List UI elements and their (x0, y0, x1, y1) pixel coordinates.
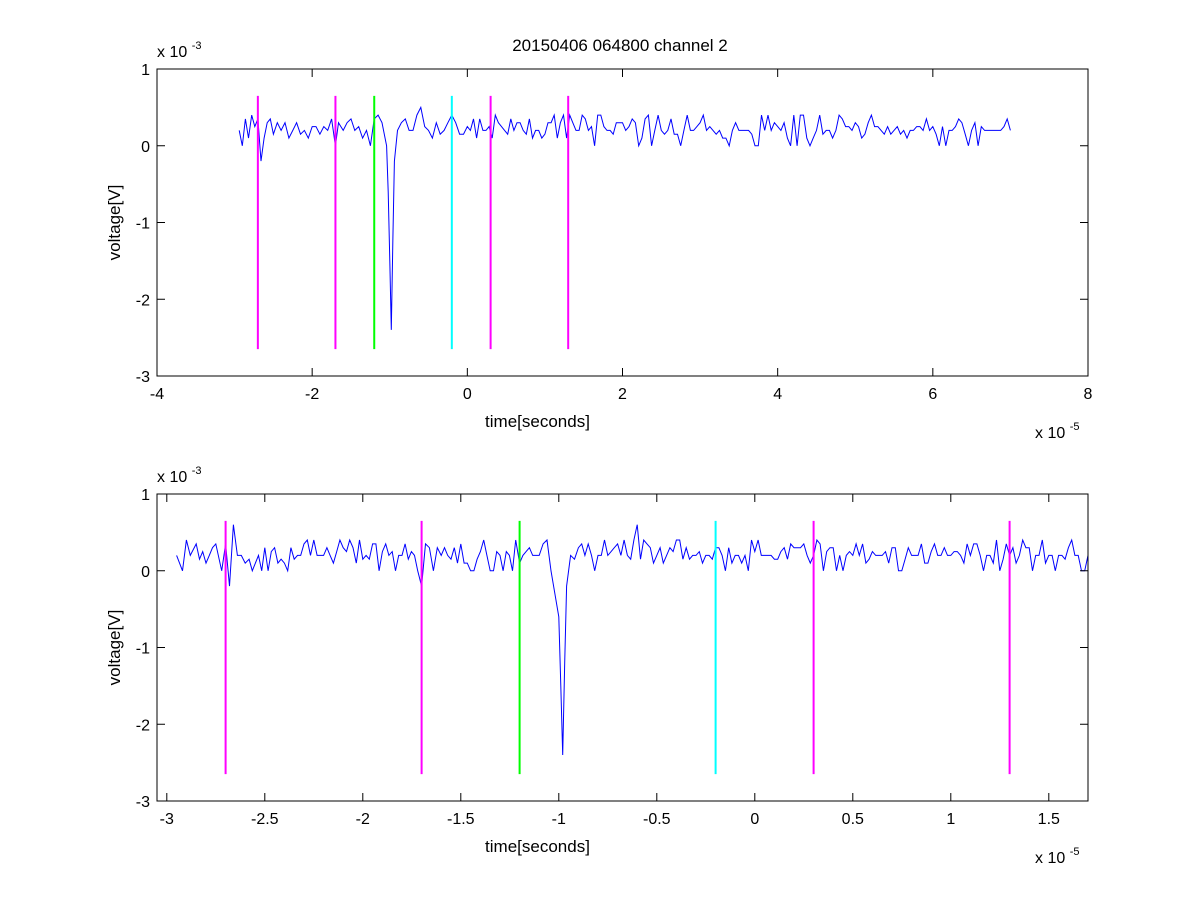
bottom-plot-y-tick-label: 0 (141, 564, 150, 581)
top-plot-x-tick-label: -4 (150, 386, 164, 403)
top-plot-y-tick-label: -2 (136, 292, 150, 309)
top-plot-y-exponent-base: x 10 (157, 44, 187, 61)
bottom-plot-x-tick-label: 1.5 (1038, 811, 1060, 828)
top-plot-y-tick-label: -1 (136, 216, 150, 233)
bottom-plot-y-tick-label: -1 (136, 641, 150, 658)
top-plot-y-tick-label: -3 (136, 369, 150, 386)
top-plot-ticks: -4 -2 0 2 4 6 8 -3 -2 -1 0 1 (136, 62, 1093, 403)
bottom-plot-y-exponent: x 10 -3 (157, 465, 201, 486)
top-plot-x-tick-label: 2 (618, 386, 627, 403)
bottom-plot-x-tick-label: 0 (750, 811, 759, 828)
bottom-plot-x-tick-label: -2.5 (251, 811, 279, 828)
bottom-plot-x-tick-label: 0.5 (842, 811, 864, 828)
top-plot-x-exponent-power: -5 (1070, 421, 1080, 433)
bottom-plot-ticks: -3 -2.5 -2 -1.5 -1 -0.5 0 0.5 1 1.5 -3 -2 -1 0 1 (136, 487, 1088, 828)
top-plot-x-axis-label: time[seconds] (485, 412, 590, 431)
bottom-plot: -3 -2.5 -2 -1.5 -1 -0.5 0 0.5 1 1.5 -3 -2 -1 0 1 time[… (105, 465, 1089, 867)
bottom-plot-y-tick-label: -2 (136, 717, 150, 734)
top-plot-x-exponent: x 10 -5 (1035, 421, 1079, 442)
bottom-plot-x-exponent-base: x 10 (1035, 850, 1065, 867)
bottom-plot-x-exponent-power: -5 (1070, 846, 1080, 858)
bottom-plot-x-tick-label: -0.5 (643, 811, 671, 828)
bottom-plot-y-exponent-base: x 10 (157, 469, 187, 486)
top-plot-marks (238, 95, 1011, 350)
bottom-plot-y-tick-label: 1 (141, 487, 150, 504)
bottom-plot-x-tick-label: -1 (552, 811, 566, 828)
top-plot-y-axis-label: voltage[V] (105, 185, 124, 261)
top-plot-voltage-line-0 (238, 105, 1011, 330)
top-plot: -4 -2 0 2 4 6 8 -3 -2 -1 0 1 time[seconds] voltage[… (105, 40, 1093, 442)
top-plot-x-tick-label: 8 (1084, 386, 1093, 403)
top-plot-x-tick-label: -2 (305, 386, 319, 403)
bottom-plot-x-tick-label: -2 (356, 811, 370, 828)
top-plot-x-exponent-base: x 10 (1035, 425, 1065, 442)
bottom-plot-voltage-line-0 (176, 524, 1089, 756)
bottom-plot-y-exponent-power: -3 (192, 465, 202, 477)
bottom-plot-x-tick-label: 1 (946, 811, 955, 828)
bottom-plot-x-axis-label: time[seconds] (485, 837, 590, 856)
top-plot-x-tick-label: 0 (463, 386, 472, 403)
figure-title: 20150406 064800 channel 2 (512, 36, 728, 55)
bottom-plot-y-axis-label: voltage[V] (105, 610, 124, 686)
bottom-plot-x-tick-label: -1.5 (447, 811, 475, 828)
bottom-plot-x-tick-label: -3 (160, 811, 174, 828)
top-plot-y-tick-label: 0 (141, 139, 150, 156)
top-plot-y-exponent-power: -3 (192, 40, 202, 52)
top-plot-x-tick-label: 6 (928, 386, 937, 403)
top-plot-x-tick-label: 4 (773, 386, 782, 403)
bottom-plot-x-exponent: x 10 -5 (1035, 846, 1079, 867)
top-plot-y-tick-label: 1 (141, 62, 150, 79)
bottom-plot-y-tick-label: -3 (136, 794, 150, 811)
top-plot-y-exponent: x 10 -3 (157, 40, 201, 61)
bottom-plot-marks (176, 520, 1089, 775)
